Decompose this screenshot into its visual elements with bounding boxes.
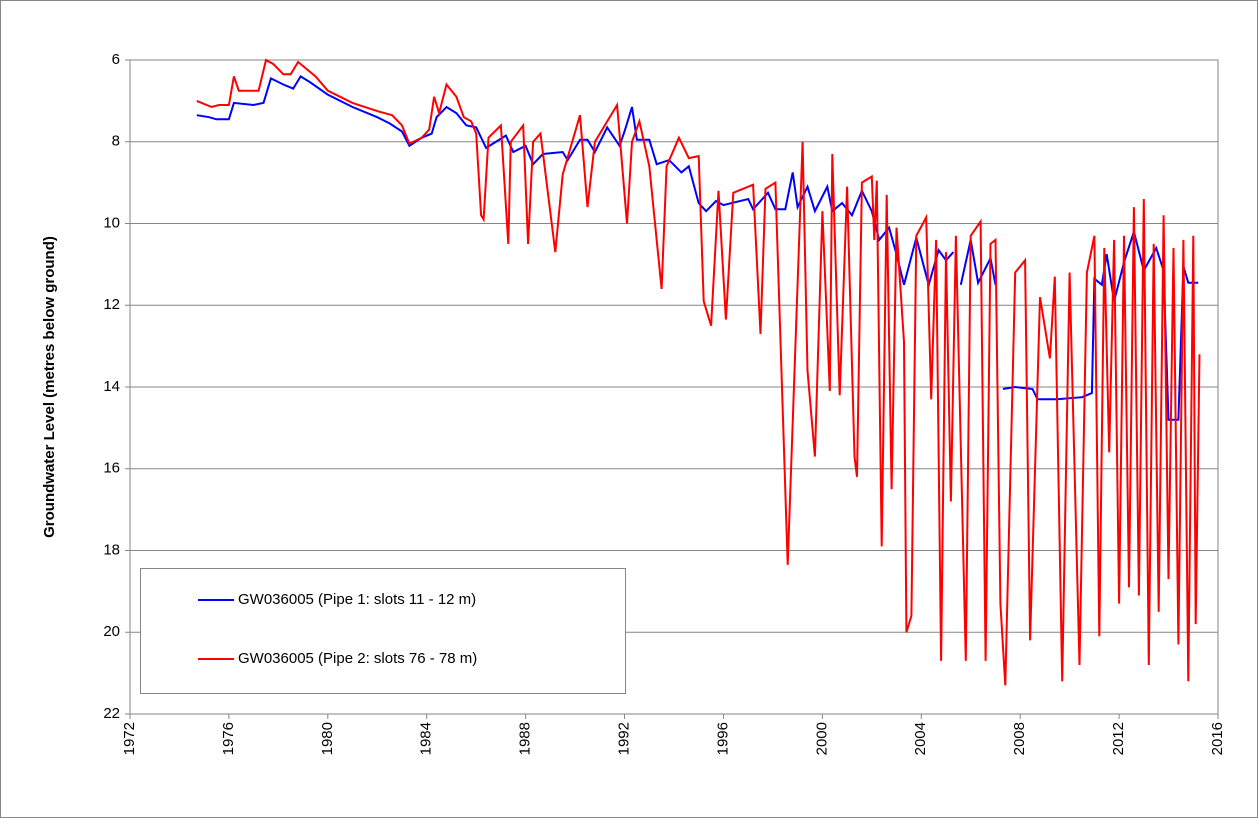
x-tick-label: 2016 — [1209, 722, 1226, 755]
x-tick-label: 1996 — [714, 722, 731, 755]
x-tick-label: 1992 — [616, 722, 633, 755]
y-tick-label: 18 — [103, 541, 120, 558]
y-axis-title: Groundwater Level (metres below ground) — [41, 236, 58, 538]
y-tick-label: 14 — [103, 378, 120, 395]
y-tick-label: 8 — [112, 133, 120, 150]
y-tick-label: 10 — [103, 214, 120, 231]
x-tick-label: 1972 — [121, 722, 138, 755]
data-line — [196, 58, 1201, 686]
legend-label: GW036005 (Pipe 1: slots 11 - 12 m) — [238, 591, 476, 608]
x-tick-label: 2000 — [813, 722, 830, 755]
y-tick-label: 16 — [103, 460, 120, 477]
x-tick-label: 1980 — [319, 722, 336, 755]
legend-label: GW036005 (Pipe 2: slots 76 - 78 m) — [238, 650, 477, 667]
x-tick-label: 2012 — [1110, 722, 1127, 755]
x-tick-label: 2008 — [1011, 722, 1028, 755]
x-tick-label: 1984 — [418, 722, 435, 755]
y-tick-label: 20 — [103, 623, 120, 640]
y-tick-label: 6 — [112, 51, 120, 68]
x-tick-label: 1988 — [517, 722, 534, 755]
x-tick-label: 1976 — [220, 722, 237, 755]
y-tick-label: 22 — [103, 705, 120, 722]
x-tick-label: 2004 — [912, 722, 929, 755]
legend — [140, 568, 626, 694]
y-tick-label: 12 — [103, 296, 120, 313]
